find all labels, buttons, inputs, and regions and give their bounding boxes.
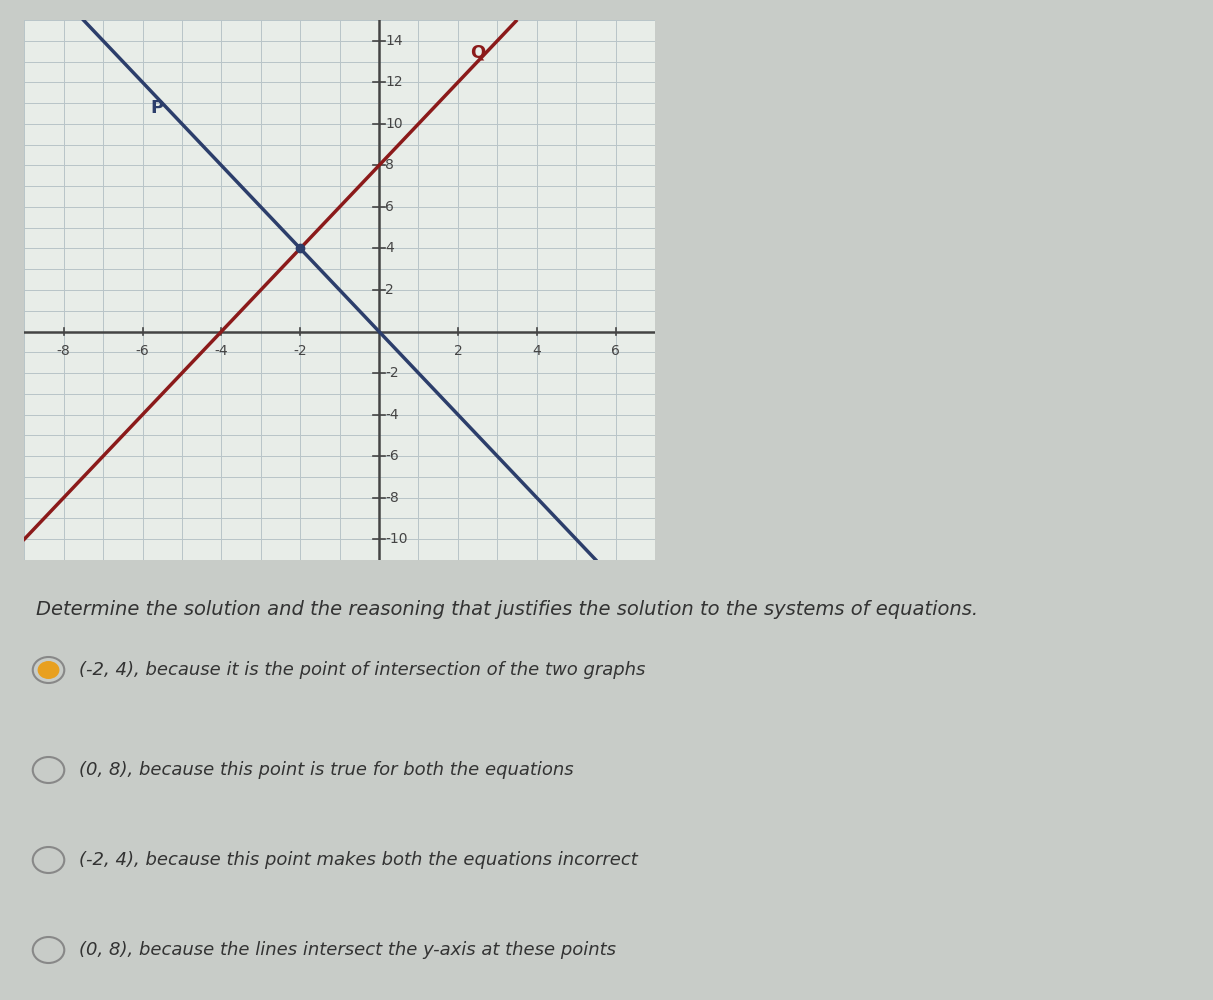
Text: P: P	[150, 99, 164, 117]
Text: (0, 8), because the lines intersect the y-axis at these points: (0, 8), because the lines intersect the …	[79, 941, 616, 959]
Text: (-2, 4), because it is the point of intersection of the two graphs: (-2, 4), because it is the point of inte…	[79, 661, 645, 679]
Text: (-2, 4), because this point makes both the equations incorrect: (-2, 4), because this point makes both t…	[79, 851, 638, 869]
Text: 12: 12	[385, 75, 403, 89]
Text: 14: 14	[385, 34, 403, 48]
Text: 4: 4	[385, 241, 394, 255]
Text: -4: -4	[385, 408, 399, 422]
Text: Q: Q	[469, 43, 485, 61]
Text: 2: 2	[454, 344, 462, 358]
Text: 4: 4	[533, 344, 541, 358]
Text: -6: -6	[385, 449, 399, 463]
Text: -6: -6	[136, 344, 149, 358]
Text: -4: -4	[215, 344, 228, 358]
Text: -2: -2	[294, 344, 307, 358]
Text: 10: 10	[385, 117, 403, 131]
Text: (0, 8), because this point is true for both the equations: (0, 8), because this point is true for b…	[79, 761, 574, 779]
Text: -2: -2	[385, 366, 399, 380]
Text: 6: 6	[611, 344, 620, 358]
Text: 6: 6	[385, 200, 394, 214]
Text: -8: -8	[385, 491, 399, 505]
Text: Determine the solution and the reasoning that justifies the solution to the syst: Determine the solution and the reasoning…	[36, 600, 979, 619]
Text: -10: -10	[385, 532, 408, 546]
Text: -8: -8	[57, 344, 70, 358]
Text: 2: 2	[385, 283, 394, 297]
Text: 8: 8	[385, 158, 394, 172]
